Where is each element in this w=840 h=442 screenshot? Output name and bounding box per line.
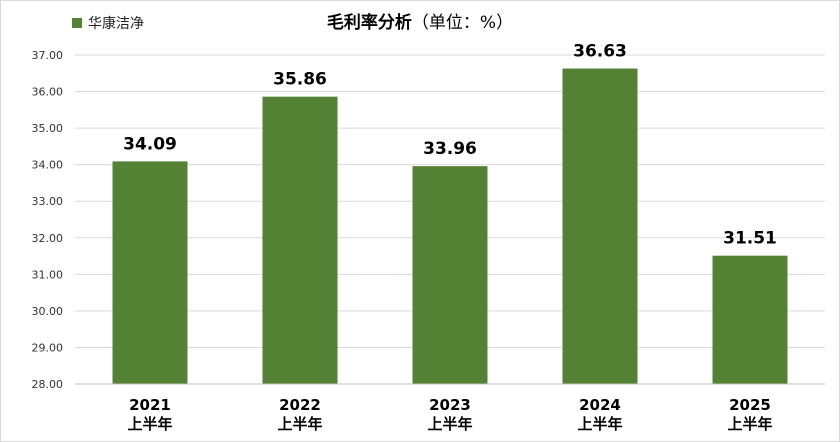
legend: 华康洁净 [72,13,144,33]
x-tick-label: 2025 [729,396,771,414]
y-tick-label: 34.00 [32,159,64,172]
y-tick-label: 29.00 [32,341,64,354]
data-label: 34.09 [123,134,177,154]
data-label: 35.86 [273,70,327,90]
y-tick-label: 31.00 [32,268,64,281]
legend-swatch [72,18,82,28]
bar [562,68,638,384]
x-tick-label: 上半年 [727,415,772,433]
x-tick-label: 上半年 [577,415,622,433]
bar [712,255,788,384]
chart-title-wrap: 毛利率分析（单位：%） [0,8,840,33]
y-tick-label: 37.00 [32,49,64,62]
y-tick-label: 30.00 [32,305,64,318]
x-tick-label: 上半年 [277,415,322,433]
y-tick-label: 36.00 [32,86,64,99]
y-tick-label: 28.00 [32,378,64,391]
y-tick-label: 33.00 [32,195,64,208]
x-tick-label: 2022 [279,396,321,414]
data-label: 33.96 [423,139,477,159]
bar [262,96,338,384]
chart-title: 毛利率分析 [326,13,412,33]
x-tick-label: 2024 [579,396,621,414]
x-tick-label: 2023 [429,396,471,414]
x-tick-label: 上半年 [127,415,172,433]
data-label: 36.63 [573,42,627,62]
data-label: 31.51 [723,229,777,249]
bar [412,166,488,384]
x-tick-label: 上半年 [427,415,472,433]
chart-title-unit: （单位：%） [411,13,514,33]
x-tick-label: 2021 [129,396,171,414]
legend-label: 华康洁净 [88,16,144,32]
bar [112,161,188,384]
y-tick-label: 35.00 [32,122,64,135]
y-tick-label: 32.00 [32,232,64,245]
